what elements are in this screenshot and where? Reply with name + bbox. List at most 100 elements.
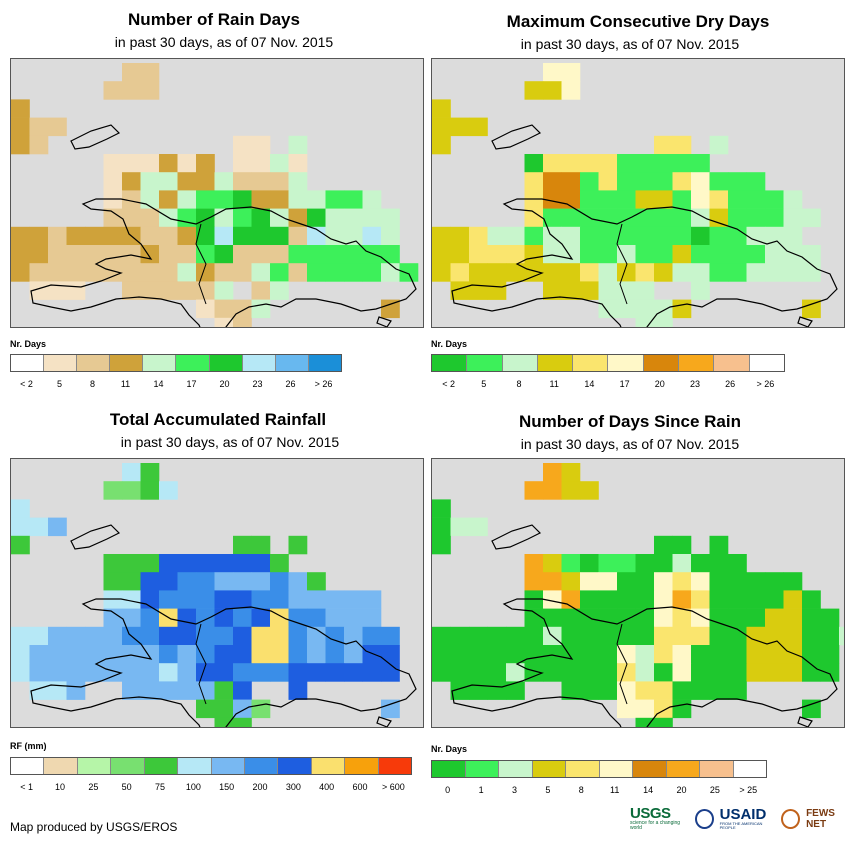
grid-cell (709, 535, 729, 555)
grid-cell (140, 81, 160, 100)
grid-cell (543, 608, 562, 628)
grid-cell (325, 263, 345, 282)
grid-cell (672, 572, 692, 591)
grid-cell (709, 608, 729, 628)
grid-cell (635, 663, 655, 682)
grid-cell (288, 626, 308, 646)
map-rain-days[interactable] (10, 58, 424, 328)
legend-label: 1 (478, 785, 484, 795)
grid-cell (307, 190, 326, 209)
grid-cell (251, 699, 271, 719)
grid-cell (543, 63, 562, 82)
legend-label: 10 (54, 782, 66, 792)
grid-cell (691, 590, 710, 609)
legend-label: 300 (285, 782, 301, 792)
grid-cell (543, 190, 562, 209)
grid-cell (214, 663, 234, 682)
grid-cell (432, 245, 451, 264)
legend-label: 200 (252, 782, 268, 792)
grid-cell (159, 626, 178, 646)
grid-cell (617, 208, 636, 228)
grid-cell (177, 263, 197, 282)
grid-cell (598, 645, 618, 664)
grid-cell (159, 190, 178, 209)
grid-cell (654, 245, 673, 264)
grid-cell (746, 226, 766, 246)
grid-cell (746, 572, 766, 591)
grid-cell (103, 572, 123, 591)
grid-cell (783, 608, 803, 628)
grid-cell (325, 663, 345, 682)
grid-cell (635, 554, 655, 573)
grid-cell (469, 626, 488, 646)
grid-cell (307, 626, 326, 646)
grid-cell (177, 172, 197, 191)
grid-cell (270, 226, 289, 246)
grid-cell (691, 626, 710, 646)
grid-cell (524, 590, 544, 609)
grid-cell (524, 572, 544, 591)
grid-cell (177, 245, 197, 264)
legend-label: > 26 (756, 379, 775, 389)
usaid-logo: USAID FROM THE AMERICAN PEOPLE (719, 806, 767, 830)
legend-label: 14 (584, 379, 595, 389)
grid-cell (524, 226, 544, 246)
grid-cell (177, 554, 197, 573)
grid-cell (672, 135, 692, 155)
map-days-since-rain[interactable] (431, 458, 845, 728)
grid-cell (635, 590, 655, 609)
legend-swatch (714, 355, 750, 371)
grid-cell (654, 226, 673, 246)
grid-cell (66, 281, 86, 300)
map-max-dry-days[interactable] (431, 58, 845, 328)
legend-label: > 26 (314, 379, 333, 389)
grid-cell (29, 681, 49, 700)
grid-cell (783, 263, 803, 282)
grid-cell (233, 608, 252, 628)
grid-cell (233, 135, 252, 155)
grid-cell (11, 117, 30, 137)
grid-cell (820, 663, 840, 682)
legend-swatch (77, 355, 111, 371)
grid-cell (196, 190, 215, 209)
grid-cell (251, 154, 271, 173)
grid-cell (270, 572, 289, 591)
grid-cell (196, 172, 215, 191)
grid-cell (617, 190, 636, 209)
grid-cell (672, 535, 692, 555)
grid-cell (196, 645, 215, 664)
grid-cell (214, 572, 234, 591)
grid-cell (524, 481, 544, 500)
legend-label: 50 (121, 782, 132, 792)
legend-swatch (700, 761, 734, 777)
grid-cell (233, 208, 252, 228)
grid-cell (802, 299, 821, 319)
grid-cell (122, 281, 141, 300)
grid-cell (122, 663, 141, 682)
grid-cell (820, 645, 840, 664)
grid-cell (177, 645, 197, 664)
grid-cell (672, 245, 692, 264)
grid-cell (617, 663, 636, 682)
grid-cell (159, 681, 178, 700)
legend-swatch (244, 758, 279, 774)
grid-cell (159, 226, 178, 246)
legend-swatch (11, 355, 45, 371)
grid-cell (765, 645, 784, 664)
grid-cell (580, 681, 599, 700)
legend-swatch (599, 761, 633, 777)
grid-cell (344, 245, 363, 264)
grid-cell (140, 154, 160, 173)
grid-cell (66, 645, 86, 664)
grid-cell (580, 245, 599, 264)
legend-swatch (211, 758, 245, 774)
panel-title: Maximum Consecutive Dry Days (506, 12, 770, 31)
grid-cell (362, 208, 382, 228)
legend-title: Nr. Days (431, 339, 468, 349)
grid-cell (543, 481, 562, 500)
grid-cell (122, 554, 141, 573)
grid-cell (159, 590, 178, 609)
map-total-rainfall[interactable] (10, 458, 424, 728)
grid-cell (543, 590, 562, 609)
grid-cell (802, 245, 821, 264)
